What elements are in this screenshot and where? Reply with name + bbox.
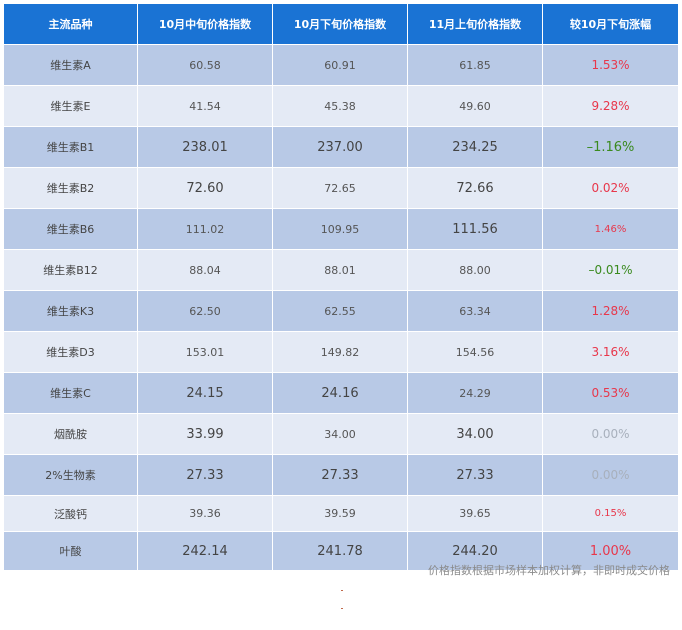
row-nov-early: 24.29 [408, 373, 543, 414]
row-oct-mid: 33.99 [138, 414, 273, 455]
price-index-table: 主流品种 10月中旬价格指数 10月下旬价格指数 11月上旬价格指数 较10月下… [4, 4, 678, 571]
table-row: 泛酸钙 39.36 39.59 39.65 0.15% [4, 496, 678, 532]
header-oct-mid: 10月中旬价格指数 [138, 4, 273, 45]
row-oct-mid: 111.02 [138, 209, 273, 250]
row-nov-early: 234.25 [408, 127, 543, 168]
row-change: 1.28% [543, 291, 678, 332]
row-change: 0.15% [543, 496, 678, 532]
row-oct-late: 27.33 [273, 455, 408, 496]
decorative-dot [341, 590, 343, 591]
row-nov-early: 154.56 [408, 332, 543, 373]
header-row: 主流品种 10月中旬价格指数 10月下旬价格指数 11月上旬价格指数 较10月下… [4, 4, 678, 45]
row-oct-late: 241.78 [273, 532, 408, 571]
row-nov-early: 88.00 [408, 250, 543, 291]
decorative-dot [341, 608, 343, 609]
row-change: 1.53% [543, 45, 678, 86]
table-row: 2%生物素 27.33 27.33 27.33 0.00% [4, 455, 678, 496]
row-oct-mid: 72.60 [138, 168, 273, 209]
table-row: 维生素B1 238.01 237.00 234.25 –1.16% [4, 127, 678, 168]
table-row: 维生素B12 88.04 88.01 88.00 –0.01% [4, 250, 678, 291]
footnote: 价格指数根据市场样本加权计算，非即时成交价格 [428, 564, 670, 577]
header-change: 较10月下旬涨幅 [543, 4, 678, 45]
row-oct-late: 237.00 [273, 127, 408, 168]
row-nov-early: 34.00 [408, 414, 543, 455]
row-oct-late: 149.82 [273, 332, 408, 373]
row-change: 0.00% [543, 414, 678, 455]
row-nov-early: 111.56 [408, 209, 543, 250]
row-oct-mid: 153.01 [138, 332, 273, 373]
row-oct-mid: 242.14 [138, 532, 273, 571]
row-nov-early: 72.66 [408, 168, 543, 209]
row-nov-early: 63.34 [408, 291, 543, 332]
row-oct-late: 45.38 [273, 86, 408, 127]
row-name: 维生素A [4, 45, 138, 86]
table-row: 维生素A 60.58 60.91 61.85 1.53% [4, 45, 678, 86]
row-name: 烟酰胺 [4, 414, 138, 455]
row-change: 3.16% [543, 332, 678, 373]
row-name: 维生素B2 [4, 168, 138, 209]
row-oct-late: 72.65 [273, 168, 408, 209]
row-change: 9.28% [543, 86, 678, 127]
row-nov-early: 49.60 [408, 86, 543, 127]
row-change: 0.53% [543, 373, 678, 414]
row-change: 0.02% [543, 168, 678, 209]
row-name: 叶酸 [4, 532, 138, 571]
table-row: 维生素E 41.54 45.38 49.60 9.28% [4, 86, 678, 127]
row-change: –0.01% [543, 250, 678, 291]
table-row: 维生素B6 111.02 109.95 111.56 1.46% [4, 209, 678, 250]
row-change: –1.16% [543, 127, 678, 168]
row-oct-mid: 41.54 [138, 86, 273, 127]
row-name: 维生素E [4, 86, 138, 127]
header-nov-early: 11月上旬价格指数 [408, 4, 543, 45]
table-row: 维生素B2 72.60 72.65 72.66 0.02% [4, 168, 678, 209]
row-oct-late: 62.55 [273, 291, 408, 332]
table-row: 维生素D3 153.01 149.82 154.56 3.16% [4, 332, 678, 373]
table-row: 维生素K3 62.50 62.55 63.34 1.28% [4, 291, 678, 332]
row-name: 维生素B12 [4, 250, 138, 291]
row-oct-late: 39.59 [273, 496, 408, 532]
row-oct-late: 88.01 [273, 250, 408, 291]
table-row: 维生素C 24.15 24.16 24.29 0.53% [4, 373, 678, 414]
price-index-table-container: 主流品种 10月中旬价格指数 10月下旬价格指数 11月上旬价格指数 较10月下… [4, 4, 678, 571]
row-change: 1.00% [543, 532, 678, 571]
table-row: 叶酸 242.14 241.78 244.20 1.00% [4, 532, 678, 571]
row-name: 维生素B6 [4, 209, 138, 250]
row-oct-mid: 27.33 [138, 455, 273, 496]
row-oct-mid: 60.58 [138, 45, 273, 86]
row-nov-early: 39.65 [408, 496, 543, 532]
row-nov-early: 244.20 [408, 532, 543, 571]
row-oct-mid: 24.15 [138, 373, 273, 414]
row-oct-late: 109.95 [273, 209, 408, 250]
row-change: 1.46% [543, 209, 678, 250]
row-nov-early: 61.85 [408, 45, 543, 86]
row-name: 维生素B1 [4, 127, 138, 168]
row-name: 维生素K3 [4, 291, 138, 332]
header-variety: 主流品种 [4, 4, 138, 45]
row-oct-late: 34.00 [273, 414, 408, 455]
header-oct-late: 10月下旬价格指数 [273, 4, 408, 45]
row-change: 0.00% [543, 455, 678, 496]
row-oct-mid: 62.50 [138, 291, 273, 332]
row-name: 2%生物素 [4, 455, 138, 496]
row-oct-late: 60.91 [273, 45, 408, 86]
row-name: 泛酸钙 [4, 496, 138, 532]
row-name: 维生素D3 [4, 332, 138, 373]
row-oct-late: 24.16 [273, 373, 408, 414]
row-name: 维生素C [4, 373, 138, 414]
table-row: 烟酰胺 33.99 34.00 34.00 0.00% [4, 414, 678, 455]
row-nov-early: 27.33 [408, 455, 543, 496]
row-oct-mid: 39.36 [138, 496, 273, 532]
row-oct-mid: 238.01 [138, 127, 273, 168]
row-oct-mid: 88.04 [138, 250, 273, 291]
